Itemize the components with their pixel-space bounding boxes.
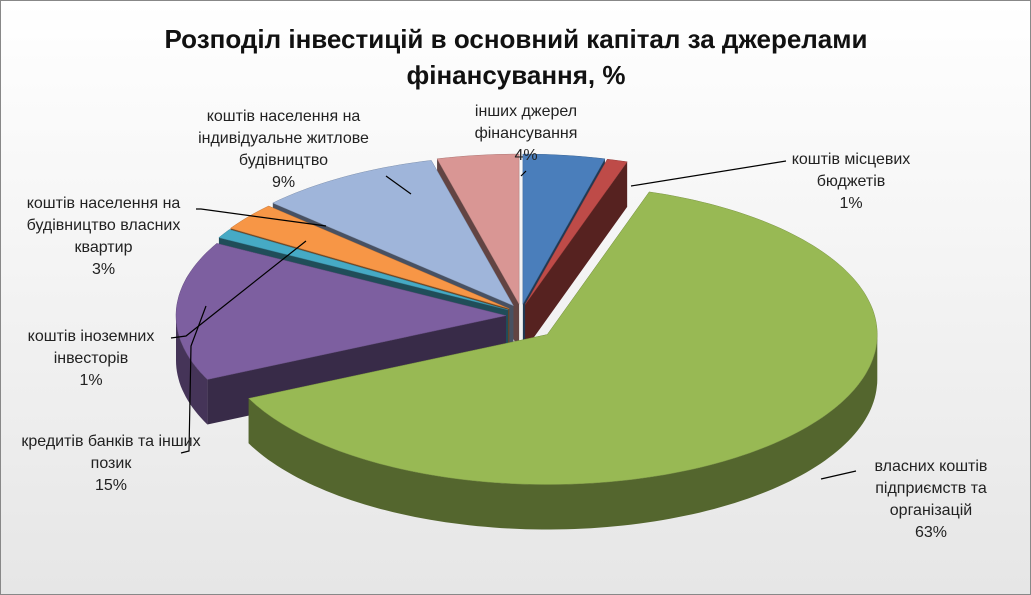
slice: [522, 153, 606, 306]
label-name: інших джерел фінансування: [474, 103, 578, 142]
leader-line: [630, 160, 787, 187]
label-name: коштів населення на будівництво власних …: [26, 195, 181, 256]
leader-lines: [170, 160, 857, 480]
leader-line: [196, 208, 327, 227]
data-label: інших джерел фінансування 4%: [451, 101, 601, 167]
data-label: власних коштів підприємств та організаці…: [841, 456, 1021, 544]
chart-title: Розподіл інвестицій в основний капітал з…: [164, 24, 868, 90]
label-name: кредитів банків та інших позик: [21, 433, 201, 472]
label-value: 1%: [79, 372, 103, 389]
slice-side: [525, 161, 628, 350]
label-name: коштів місцевих бюджетів: [791, 151, 911, 190]
leader-line: [385, 175, 412, 195]
data-label: коштів іноземних інвесторів 1%: [6, 326, 176, 392]
leader-line: [520, 170, 527, 177]
label-value: 15%: [94, 477, 128, 494]
data-label: коштів населення на індивідуальне житлов…: [181, 106, 386, 194]
data-label: коштів місцевих бюджетів 1%: [776, 149, 926, 215]
label-name: коштів населення на індивідуальне житлов…: [198, 108, 369, 169]
label-value: 3%: [91, 261, 116, 278]
slice-side: [176, 315, 208, 425]
label-value: 63%: [914, 524, 948, 541]
label-value: 4%: [514, 147, 538, 164]
slice-side: [248, 334, 878, 530]
data-label: кредитів банків та інших позик 15%: [16, 431, 206, 497]
slice: [436, 153, 520, 306]
label-value: 1%: [839, 195, 863, 212]
slice: [272, 160, 514, 307]
leader-line: [170, 240, 307, 339]
slice: [229, 205, 510, 309]
pie: [175, 153, 878, 530]
slice: [524, 158, 628, 305]
data-label: коштів населення на будівництво власних …: [6, 193, 201, 281]
label-value: 9%: [271, 174, 296, 191]
label-name: коштів іноземних інвесторів: [27, 328, 155, 367]
slice: [218, 229, 509, 311]
label-name: власних коштів підприємств та організаці…: [874, 458, 988, 519]
leader-line: [820, 470, 857, 480]
slice: [248, 191, 878, 485]
